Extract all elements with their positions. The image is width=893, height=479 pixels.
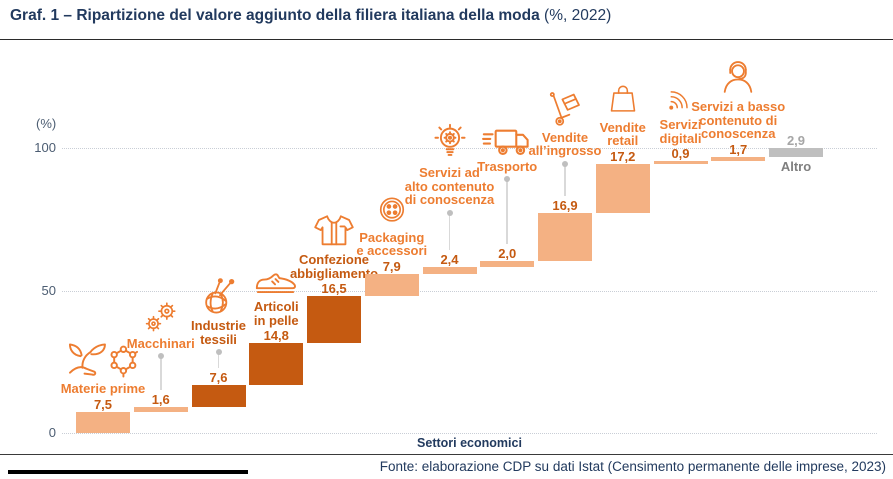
bar-vendite-retail: [595, 163, 650, 213]
bar-articoli-in-pelle: [249, 343, 304, 386]
bar-altro: [769, 148, 823, 157]
confezione-abbigliamento-icon: [312, 211, 356, 251]
bar-materie-prime: [76, 411, 130, 433]
value-vendite-all-ingrosso: 16,9: [552, 197, 578, 213]
label-industrie-tessili: Industrie tessili: [191, 318, 246, 347]
connector-line-trasporto: [506, 179, 509, 245]
value-articoli-in-pelle: 14,8: [263, 328, 289, 344]
servizi-basso-contenuto-icon: [716, 60, 760, 98]
label-vendite-all-ingrosso: Vendite all’ingrosso: [528, 129, 602, 159]
materie-prime-icon: [68, 340, 138, 380]
label-altro: Altro: [780, 158, 812, 174]
connector-dot-industrie-tessili: [215, 349, 222, 356]
title-divider: [0, 39, 893, 40]
value-vendite-retail: 17,2: [610, 148, 636, 164]
y-tick-0: 0: [48, 425, 56, 440]
connector-dot-macchinari: [157, 353, 164, 360]
bar-confezione-abbigliamento: [307, 296, 361, 344]
value-servizi-a-basso-contenuto-di-conoscenza: 1,7: [729, 141, 748, 157]
bar-servizi-digitali: [653, 161, 708, 164]
connector-line-macchinari: [159, 356, 162, 391]
value-servizi-digitali: 0,9: [671, 146, 690, 162]
source-note: Fonte: elaborazione CDP su dati Istat (C…: [379, 459, 886, 474]
gridline-50: [62, 290, 877, 292]
trasporto-icon: [482, 125, 532, 158]
footer-black-bar: [8, 470, 248, 474]
label-vendite-retail: Vendite retail: [599, 119, 646, 149]
value-confezione-abbigliamento: 16,5: [321, 281, 347, 297]
vendite-ingrosso-icon: [544, 89, 586, 129]
y-tick-50: 50: [41, 282, 56, 298]
connector-line-servizi-ad-alto-contenuto-di-conoscenza: [448, 212, 451, 250]
title-suffix: (%, 2022): [539, 7, 612, 24]
bar-packaging-e-accessori: [364, 273, 419, 297]
x-axis-title: Settori economici: [417, 436, 522, 450]
value-packaging-e-accessori: 7,9: [382, 258, 401, 274]
gridline-0: [62, 433, 877, 434]
label-confezione-abbigliamento: Confezione abbigliamento: [289, 252, 379, 281]
value-materie-prime: 7,5: [93, 396, 113, 412]
macchinari-icon: [141, 299, 181, 335]
label-articoli-in-pelle: Articoli in pelle: [253, 299, 299, 328]
connector-dot-vendite-all-ingrosso: [562, 160, 568, 167]
title-main: Graf. 1 – Ripartizione del valore aggiun…: [10, 7, 540, 24]
value-altro: 2,9: [786, 133, 806, 149]
connector-dot-trasporto: [504, 176, 511, 183]
label-servizi-digitali: Servizi digitali: [659, 117, 702, 146]
bar-servizi-a-basso-contenuto-di-conoscenza: [711, 156, 766, 162]
label-servizi-a-basso-contenuto-di-conoscenza: Servizi a basso contenuto di conoscenza: [691, 99, 786, 142]
gridline-100: [62, 148, 877, 149]
connector-line-vendite-all-ingrosso: [564, 163, 566, 196]
value-macchinari: 1,6: [151, 392, 170, 408]
bar-vendite-all-ingrosso: [538, 212, 592, 262]
value-trasporto: 2,0: [498, 246, 517, 262]
label-macchinari: Macchinari: [126, 335, 195, 351]
bar-industrie-tessili: [191, 385, 246, 408]
articoli-in-pelle-icon: [253, 264, 299, 298]
label-servizi-ad-alto-contenuto-di-conoscenza: Servizi ad alto contenuto di conoscenza: [404, 165, 495, 208]
footer-divider: [0, 454, 893, 455]
packaging-icon: [372, 191, 412, 229]
label-packaging-e-accessori: Packaging e accessori: [356, 229, 428, 259]
vendite-retail-icon: [604, 79, 642, 119]
value-industrie-tessili: 7,6: [209, 370, 228, 386]
label-materie-prime: Materie prime: [60, 381, 146, 397]
bar-macchinari: [133, 407, 188, 412]
connector-dot-servizi-ad-alto-contenuto-di-conoscenza: [446, 209, 453, 216]
page-title: Graf. 1 – Ripartizione del valore aggiun…: [10, 7, 611, 25]
servizi-alto-contenuto-icon: [427, 122, 473, 164]
y-axis-unit-label: (%): [36, 116, 57, 131]
bar-servizi-ad-alto-contenuto-di-conoscenza: [422, 266, 477, 274]
label-trasporto: Trasporto: [477, 158, 538, 174]
value-servizi-ad-alto-contenuto-di-conoscenza: 2,4: [440, 251, 459, 267]
connector-line-industrie-tessili: [217, 352, 220, 369]
servizi-digitali-icon: [663, 82, 699, 116]
bar-trasporto: [480, 261, 535, 267]
y-tick-100: 100: [34, 140, 56, 155]
industrie-tessili-icon: [197, 277, 241, 317]
